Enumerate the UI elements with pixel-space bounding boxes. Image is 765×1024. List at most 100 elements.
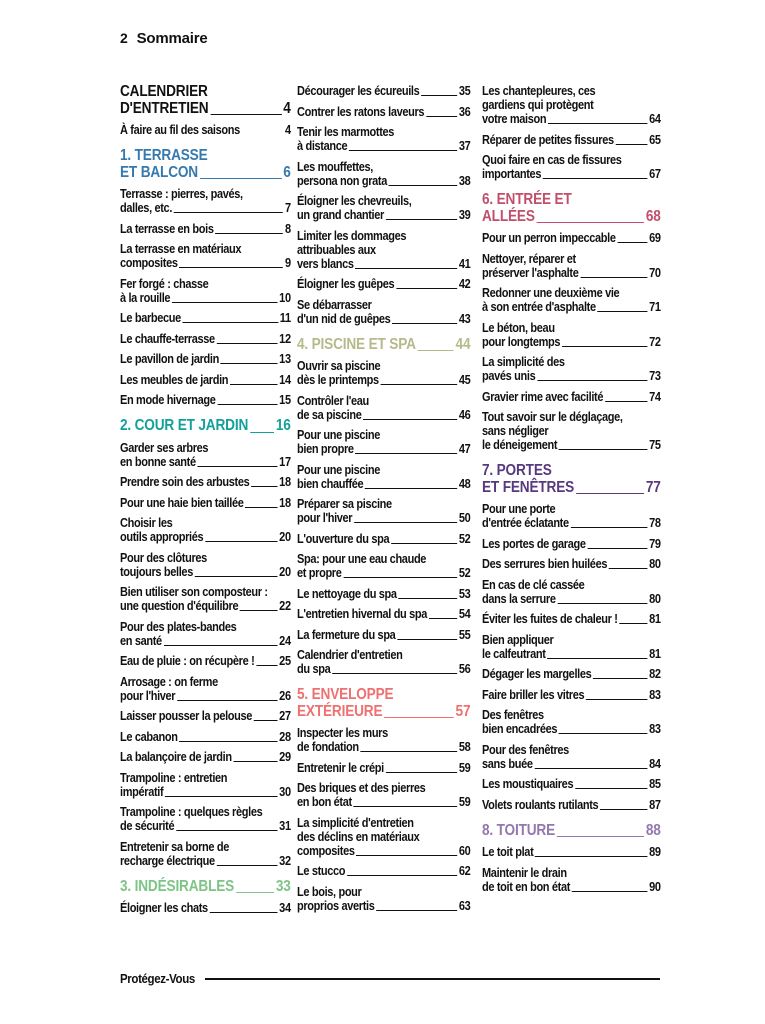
toc-page-number: 20 bbox=[279, 530, 291, 544]
toc-page-number: 14 bbox=[279, 372, 291, 387]
toc-text-line: de sa piscine bbox=[297, 407, 362, 422]
toc-text-line: ET FENÊTRES bbox=[482, 478, 575, 496]
toc-page-number: 70 bbox=[649, 265, 661, 280]
toc-text-line: dalles, etc. bbox=[120, 201, 173, 215]
leader-line bbox=[210, 114, 282, 115]
toc-text-line: persona non grata bbox=[297, 173, 387, 188]
toc-text-line: Pour une porte bbox=[482, 502, 556, 516]
toc-columns: CALENDRIER D'ENTRETIEN 4 À faire au fil des… bbox=[120, 83, 665, 954]
toc-text-line: Décourager les écureuils bbox=[297, 84, 420, 98]
toc-text-line: Les mouffettes, bbox=[297, 159, 374, 174]
leader-line bbox=[384, 717, 454, 718]
toc-entry: Gravier rime avec facilité 74 bbox=[482, 390, 661, 404]
toc-text-line: Bien appliquer bbox=[482, 632, 554, 647]
leader-line bbox=[363, 418, 458, 420]
toc-text-line: Pour des fenêtres bbox=[482, 742, 569, 757]
footer-rule bbox=[205, 978, 660, 980]
toc-text-line: à son entrée d'asphalte bbox=[482, 300, 596, 314]
toc-page-number: 30 bbox=[279, 784, 291, 799]
toc-text-line: composites bbox=[297, 843, 355, 858]
toc-entry: Les mouffettes, persona non grata 38 bbox=[297, 159, 471, 188]
toc-page-number: 60 bbox=[458, 843, 471, 858]
toc-page-number: 50 bbox=[458, 511, 471, 525]
page-title: Sommaire bbox=[136, 30, 208, 47]
toc-entry: Le nettoyage du spa 53 bbox=[297, 586, 471, 601]
toc-text-line: Contrôler l'eau bbox=[297, 393, 369, 408]
toc-text-line: pavés unis bbox=[482, 369, 536, 383]
toc-entry: Calendrier d'entretien du spa 56 bbox=[297, 648, 471, 676]
toc-entry: Le chauffe-terrasse 12 bbox=[120, 332, 291, 346]
leader-line bbox=[580, 276, 648, 278]
toc-text-line: Le pavillon de jardin bbox=[120, 352, 219, 366]
toc-page-number: 80 bbox=[649, 557, 661, 571]
toc-text-line: D'ENTRETIEN bbox=[120, 99, 209, 117]
toc-text-line: Le cabanon bbox=[120, 729, 178, 744]
toc-page-number: 56 bbox=[458, 662, 471, 676]
toc-page-number: 73 bbox=[649, 369, 661, 383]
toc-page-number: 81 bbox=[649, 612, 661, 626]
toc-page-number: 80 bbox=[649, 591, 661, 606]
toc-text-line: en bonne santé bbox=[120, 454, 196, 469]
toc-page-number: 62 bbox=[458, 864, 471, 878]
toc-page-number: 83 bbox=[649, 687, 661, 702]
toc-text-line: Garder ses arbres bbox=[120, 440, 209, 455]
toc-entry: Réparer de petites fissures 65 bbox=[482, 133, 661, 147]
leader-line bbox=[179, 267, 284, 268]
toc-page-number: 48 bbox=[458, 476, 471, 491]
leader-line bbox=[556, 836, 645, 837]
leader-line bbox=[428, 618, 458, 619]
toc-text-line: Tout savoir sur le déglaçage, bbox=[482, 410, 623, 424]
toc-text-line: Trampoline : entretien bbox=[120, 770, 228, 785]
leader-line bbox=[600, 808, 648, 810]
toc-entry: Des briques et des pierres en bon état 59 bbox=[297, 781, 471, 809]
toc-text-line: pour l'hiver bbox=[297, 511, 353, 525]
toc-text-line: de sécurité bbox=[120, 819, 175, 833]
toc-entry: Trampoline : quelques règles de sécurité 3… bbox=[120, 805, 291, 833]
toc-page-number: 59 bbox=[458, 760, 471, 775]
toc-entry: Terrasse : pierres, pavés, dalles, etc. 7 bbox=[120, 187, 291, 215]
toc-page-number: 35 bbox=[458, 84, 471, 98]
magazine-logo: Protégez-Vous bbox=[120, 972, 195, 986]
toc-text-line: 5. ENVELOPPE bbox=[297, 686, 394, 703]
toc-text-line: Éviter les fuites de chaleur ! bbox=[482, 612, 618, 626]
toc-text-line: sans buée bbox=[482, 756, 533, 771]
toc-text-line: Tenir les marmottes bbox=[297, 125, 395, 139]
toc-text-line: La fermeture du spa bbox=[297, 627, 396, 642]
toc-section-header: 1. TERRASSE ET BALCON 6 bbox=[120, 147, 291, 181]
leader-line bbox=[163, 644, 278, 646]
toc-page-number: 85 bbox=[649, 777, 661, 791]
toc-entry: Éloigner les chats 34 bbox=[120, 901, 291, 915]
toc-entry: Éloigner les guêpes 42 bbox=[297, 277, 471, 291]
toc-column-1: CALENDRIER D'ENTRETIEN 4 À faire au fil des… bbox=[120, 83, 291, 922]
toc-text-line: Pour des plates-bandes bbox=[120, 619, 237, 634]
toc-text-line: des déclins en matériaux bbox=[297, 829, 420, 844]
toc-text-line: Fer forgé : chasse bbox=[120, 276, 209, 291]
toc-page-number: 34 bbox=[279, 901, 291, 915]
leader-line bbox=[245, 506, 278, 508]
toc-text-line: L'ouverture du spa bbox=[297, 531, 390, 546]
leader-line bbox=[365, 487, 458, 489]
toc-text-line: La simplicité des bbox=[482, 355, 565, 369]
leader-line bbox=[179, 740, 278, 742]
toc-text-line: Des serrures bien huilées bbox=[482, 557, 608, 571]
toc-page-number: 26 bbox=[279, 688, 291, 703]
leader-line bbox=[217, 404, 278, 405]
toc-text-line: dans la serrure bbox=[482, 591, 556, 606]
toc-page-number: 64 bbox=[649, 112, 661, 126]
toc-text-line: le déneigement bbox=[482, 438, 558, 452]
toc-text-line: 1. TERRASSE bbox=[120, 147, 208, 164]
leader-line bbox=[332, 673, 458, 674]
toc-text-line: Laisser pousser la pelouse bbox=[120, 709, 253, 723]
toc-entry: Pour une porte d'entrée éclatante 78 bbox=[482, 502, 661, 530]
toc-entry: Le barbecue 11 bbox=[120, 311, 291, 325]
leader-line bbox=[242, 134, 284, 135]
toc-text-line: sans négliger bbox=[482, 424, 549, 438]
toc-entry: Contrôler l'eau de sa piscine 46 bbox=[297, 393, 471, 422]
toc-text-line: le calfeutrant bbox=[482, 646, 546, 661]
leader-line bbox=[380, 384, 458, 385]
toc-text-line: Le nettoyage du spa bbox=[297, 586, 397, 601]
toc-text-line: Volets roulants rutilants bbox=[482, 797, 599, 812]
toc-text-line: Entretenir sa borne de bbox=[120, 839, 230, 854]
toc-page-number: 39 bbox=[458, 208, 471, 222]
